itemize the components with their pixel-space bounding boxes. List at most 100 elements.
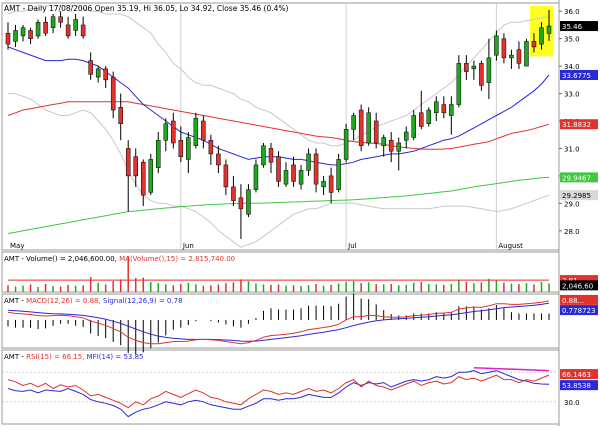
candle-body	[298, 170, 304, 185]
candle-body	[546, 25, 552, 34]
month-label: Jun	[182, 242, 194, 250]
candle-body	[253, 164, 259, 190]
price-marker-label: 31.8832	[562, 121, 591, 129]
candle-body	[494, 35, 499, 56]
rsi-marker-blue-bg	[560, 380, 598, 391]
price-tick-label: 34.0	[564, 63, 580, 71]
candle-body	[283, 170, 289, 185]
candle-body	[343, 128, 349, 160]
candle-body	[95, 68, 101, 78]
price-marker-label: 33.6775	[562, 72, 591, 80]
rsi-marker-red: 66.1463	[562, 371, 591, 379]
candle-body	[381, 137, 386, 146]
volume-legend-prefix: AMT -	[4, 255, 26, 263]
candle-body	[171, 120, 176, 144]
candle-body	[531, 41, 537, 48]
candle-body	[501, 38, 507, 59]
price-marker-bg	[560, 190, 598, 201]
volume-marker-black-bg	[560, 280, 598, 291]
macd-marker-red: 0.88...	[562, 297, 584, 305]
candle-body	[464, 63, 469, 72]
candle-body	[238, 197, 244, 210]
volume-legend-ma: MA(Volume(),15) = 2,815,740.00	[119, 255, 235, 263]
candle-body	[201, 120, 206, 141]
price-marker-bg	[560, 21, 598, 32]
candle-body	[336, 159, 341, 190]
macd-legend: AMT - MACD(12,26) = 0.88, Signal(12,26,9…	[4, 297, 183, 305]
macd-signal-line	[7, 302, 550, 342]
candle-body	[186, 137, 191, 160]
candle-body	[411, 115, 416, 138]
candle-body	[50, 16, 56, 28]
candle-body	[231, 186, 236, 201]
candle-body	[43, 21, 48, 34]
rsi-legend: AMT - RSI(15) = 66.15, MFI(14) = 53.85	[4, 353, 144, 361]
volume-marker-black: 2,046,60	[562, 282, 593, 290]
candle-body	[321, 181, 326, 188]
candle-body	[509, 54, 514, 59]
candle-body	[268, 148, 274, 163]
candle-body	[216, 153, 221, 166]
price-tick-label: 28.0	[564, 228, 580, 236]
volume-marker-red-bg	[560, 275, 598, 286]
price-marker-label: 29.2985	[562, 192, 591, 200]
price-tick-label: 33.0	[564, 91, 580, 99]
macd-marker-red-bg	[560, 294, 598, 305]
candle-body	[539, 27, 544, 45]
candle-body	[524, 41, 529, 67]
macd-legend-signal: Signal(12,26,9) = 0.78	[103, 297, 183, 305]
chart-header: AMT - Daily 17/08/2006 Open 35.19, Hi 36…	[4, 4, 289, 13]
rsi-legend-prefix: AMT -	[4, 353, 26, 361]
candle-body	[125, 148, 131, 177]
candle-body	[388, 139, 394, 152]
month-label: August	[498, 242, 523, 250]
candle-body	[28, 30, 33, 39]
candle-body	[351, 115, 356, 130]
candle-body	[223, 164, 229, 188]
macd-line	[7, 300, 550, 345]
candle-body	[110, 76, 116, 111]
candle-body	[328, 175, 334, 193]
candle-body	[261, 145, 266, 166]
candle-body	[291, 164, 296, 182]
candle-body	[306, 153, 311, 171]
panel-macd	[1, 293, 560, 349]
candle-body	[366, 112, 371, 144]
candle-body	[419, 112, 424, 127]
price-marker-bg	[560, 69, 598, 80]
candle-body	[373, 120, 379, 144]
price-marker-bg	[560, 119, 598, 130]
rsi-marker-blue: 53.8538	[562, 382, 591, 390]
macd-marker-blue: 0.778723	[562, 307, 595, 315]
month-label: Jul	[347, 242, 357, 250]
candle-body	[208, 139, 214, 155]
rsi-tick-label: 30.0	[564, 399, 580, 407]
candle-body	[456, 63, 462, 105]
candle-body	[103, 68, 108, 81]
candle-body	[313, 153, 319, 185]
macd-marker-blue-bg	[560, 305, 598, 316]
price-marker-label: 29.9467	[562, 174, 591, 182]
candle-body	[20, 27, 26, 37]
candle-body	[5, 32, 11, 45]
panel-price	[1, 2, 560, 251]
candle-body	[133, 156, 138, 177]
candle-body	[88, 60, 93, 75]
rsi-legend-mfi: MFI(14) = 53.85	[87, 353, 144, 361]
candle-body	[13, 30, 18, 42]
candle-body	[358, 109, 364, 146]
candle-body	[441, 104, 447, 114]
candle-body	[35, 21, 41, 37]
candle-body	[118, 107, 123, 125]
candle-body	[148, 159, 154, 193]
panel-rsi	[1, 349, 560, 425]
bollinger-lower-line	[8, 93, 550, 248]
rsi-legend-rsi: RSI(15) = 66.15,	[26, 353, 87, 361]
sma-red-line	[7, 101, 550, 150]
candle-body	[479, 63, 484, 86]
price-tick-label: 36.0	[564, 8, 580, 16]
candle-body	[471, 65, 477, 70]
macd-legend-macd: MACD(12,26) = 0.88,	[26, 297, 103, 305]
price-marker-bg	[560, 172, 598, 183]
